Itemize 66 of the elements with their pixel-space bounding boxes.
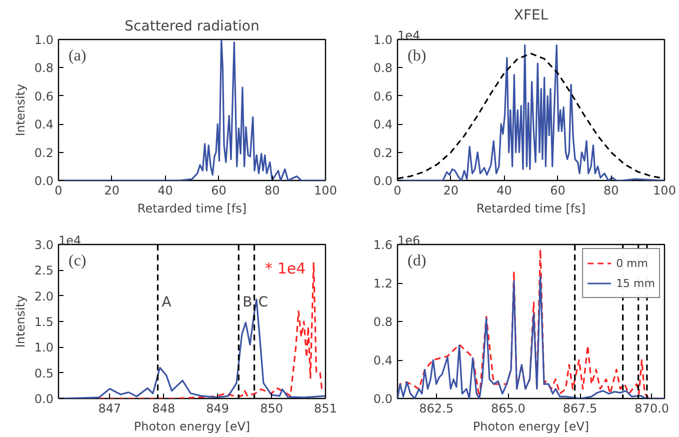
x-tick-label: 848 (152, 402, 176, 416)
x-tick-label: 60 (211, 184, 226, 198)
y-tick-label: 1.0 (34, 340, 54, 355)
x-tick-label: 0 (54, 184, 62, 198)
legend-label: 15 mm (616, 276, 655, 290)
x-tick-label: 100 (314, 184, 337, 198)
x-tick-label: 60 (550, 184, 566, 198)
annotation: 1e4 (398, 28, 420, 42)
x-tick-label: 40 (496, 184, 512, 198)
y-tick-label: 1.5 (34, 315, 54, 329)
annotation: (c) (68, 252, 86, 270)
y-tick-label: 0.6 (34, 89, 54, 104)
y-axis-title: Intensity (13, 84, 28, 136)
y-axis-title: Intensity (13, 295, 28, 348)
x-tick-label: 20 (104, 184, 120, 198)
y-tick-label: 0.8 (34, 61, 54, 76)
annotation: 1e6 (398, 234, 420, 248)
x-tick-label: 850 (260, 402, 284, 416)
y-tick-label: 0.4 (373, 354, 393, 368)
y-tick-label: 0.8 (373, 315, 393, 329)
x-axis-title: Photon energy [eV] (472, 420, 590, 434)
ref-line-label: B (242, 294, 252, 311)
annotation: (a) (68, 48, 86, 64)
y-tick-label: 0.0 (373, 392, 393, 406)
annotation: 1e4 (58, 234, 82, 248)
x-axis-title: Photon energy [eV] (134, 420, 250, 434)
y-tick-label: 0.6 (373, 89, 393, 104)
x-tick-label: 865.0 (490, 402, 526, 416)
x-tick-label: 849 (206, 402, 230, 416)
y-tick-label: 0.5 (34, 366, 54, 380)
y-tick-label: 2.0 (34, 289, 54, 304)
x-tick-label: 847 (98, 402, 122, 416)
x-tick-label: 870.0 (634, 402, 670, 416)
x-tick-label: 851 (314, 402, 337, 416)
x-axis-title: Retarded time [fs] (476, 202, 586, 216)
x-tick-label: 867.5 (562, 402, 598, 416)
y-tick-label: 0.2 (373, 146, 393, 160)
y-tick-label: 1.6 (373, 238, 393, 252)
x-tick-label: 0 (394, 184, 402, 198)
chart-title: XFEL (514, 8, 548, 24)
annotation: (b) (408, 48, 426, 64)
y-tick-label: 0.0 (373, 174, 393, 188)
y-tick-label: 0.0 (34, 174, 54, 188)
x-tick-label: 80 (264, 184, 280, 198)
y-tick-label: 1.0 (34, 33, 54, 47)
y-tick-label: 3.0 (34, 238, 54, 252)
y-tick-label: 0.4 (373, 118, 393, 132)
series-label: * 1e4 (265, 259, 306, 278)
y-tick-label: 0.8 (373, 61, 393, 76)
y-tick-label: 2.5 (34, 264, 54, 278)
x-tick-label: 862.5 (419, 402, 454, 416)
x-tick-label: 100 (653, 184, 676, 198)
ref-line-label: A (162, 294, 172, 311)
legend-label: 0 mm (616, 256, 648, 270)
x-tick-label: 20 (443, 184, 459, 198)
y-tick-label: 0.4 (34, 118, 54, 132)
y-tick-label: 1.2 (373, 276, 393, 290)
x-tick-label: 80 (603, 184, 619, 198)
x-tick-label: 40 (158, 184, 173, 198)
ref-line-label: C (258, 294, 268, 311)
x-axis-title: Retarded time [fs] (137, 202, 247, 216)
y-tick-label: 1.0 (373, 33, 393, 47)
chart-title: Scattered radiation (124, 18, 260, 34)
y-tick-label: 0.2 (34, 146, 54, 160)
annotation: (d) (408, 252, 426, 270)
y-tick-label: 0.0 (34, 392, 54, 406)
